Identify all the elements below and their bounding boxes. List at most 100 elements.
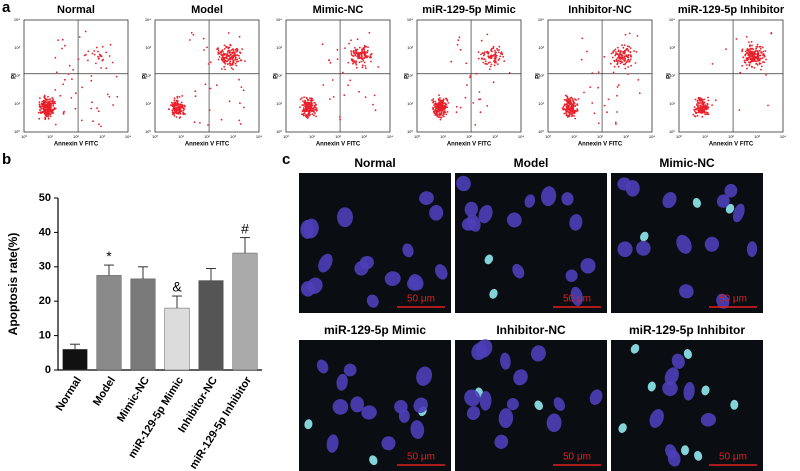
event-dot: [312, 108, 315, 110]
y-tick-label: 10⁰: [538, 129, 544, 134]
event-dot: [329, 62, 332, 64]
event-dot: [562, 106, 565, 108]
micrograph: [455, 340, 607, 471]
event-dot: [630, 64, 632, 67]
event-dot: [701, 101, 704, 104]
event-dot: [38, 103, 41, 106]
event-dot: [238, 57, 241, 60]
event-dot: [360, 56, 362, 59]
event-dot: [625, 61, 628, 64]
event-dot: [442, 100, 445, 103]
plot-title: Inhibitor-NC: [568, 4, 632, 16]
event-dot: [230, 49, 233, 51]
event-dot: [432, 100, 435, 103]
event-dot: [361, 64, 364, 67]
event-dot: [176, 101, 179, 104]
event-dot: [485, 51, 488, 53]
event-dot: [568, 102, 570, 104]
nucleus: [589, 389, 603, 406]
event-dot: [230, 63, 233, 66]
event-dot: [115, 75, 118, 78]
y-tick-label: 30: [39, 261, 51, 273]
event-dot: [441, 110, 444, 112]
event-dot: [577, 98, 580, 100]
event-dot: [466, 84, 468, 86]
event-dot: [307, 99, 310, 101]
event-dot: [569, 107, 572, 109]
event-dot: [52, 104, 55, 107]
event-dot: [235, 60, 238, 63]
event-dot: [170, 101, 173, 104]
event-dot: [746, 67, 748, 70]
event-dot: [366, 49, 369, 52]
event-dot: [619, 51, 622, 53]
event-dot: [695, 111, 698, 114]
event-dot: [62, 113, 65, 115]
event-dot: [301, 104, 304, 106]
y-tick-label: 10⁰: [145, 129, 151, 134]
event-dot: [179, 109, 181, 111]
event-dot: [49, 113, 52, 116]
event-dot: [178, 105, 181, 107]
event-dot: [361, 50, 364, 53]
event-dot: [480, 39, 483, 42]
event-dot: [365, 56, 368, 59]
event-dot: [614, 48, 617, 51]
x-tick-label: 10²: [466, 134, 472, 139]
event-dot: [700, 110, 703, 113]
event-dot: [238, 78, 240, 81]
event-dot: [226, 60, 228, 63]
nucleus: [693, 450, 703, 461]
event-dot: [238, 119, 241, 122]
y-tick-label: 20: [39, 295, 51, 307]
event-dot: [74, 107, 77, 110]
nucleus: [546, 413, 562, 433]
event-dot: [760, 68, 762, 71]
event-dot: [469, 74, 472, 77]
event-dot: [739, 71, 742, 74]
event-dot: [607, 98, 610, 101]
event-dot: [365, 55, 368, 57]
event-dot: [44, 97, 46, 99]
event-dot: [239, 123, 242, 125]
event-dot: [342, 71, 344, 74]
y-tick-label: 10¹: [669, 101, 675, 106]
event-dot: [237, 60, 240, 63]
x-tick-label: Mimic-NC: [115, 375, 152, 424]
event-dot: [496, 47, 498, 50]
event-dot: [87, 50, 90, 53]
event-dot: [583, 91, 585, 94]
event-dot: [701, 99, 704, 102]
event-dot: [336, 48, 339, 51]
event-dot: [495, 51, 497, 54]
event-dot: [622, 51, 624, 53]
event-dot: [498, 45, 501, 48]
event-dot: [202, 37, 205, 40]
event-dot: [353, 51, 355, 54]
event-dot: [90, 75, 93, 77]
event-dot: [439, 118, 442, 121]
event-dot: [240, 59, 243, 61]
event-dot: [179, 111, 181, 114]
y-tick-label: 10⁰: [407, 129, 413, 134]
event-dot: [70, 97, 73, 99]
event-dot: [217, 49, 220, 51]
event-dot: [314, 102, 316, 104]
event-dot: [49, 98, 51, 100]
event-dot: [432, 108, 435, 111]
event-dot: [750, 40, 753, 43]
event-dot: [98, 123, 100, 126]
event-dot: [244, 60, 246, 62]
event-dot: [711, 104, 713, 106]
event-dot: [77, 58, 80, 60]
event-dot: [572, 104, 574, 106]
event-dot: [43, 95, 46, 97]
event-dot: [234, 56, 237, 59]
event-dot: [304, 103, 307, 106]
event-dot: [206, 46, 209, 49]
event-dot: [482, 52, 485, 55]
event-dot: [445, 113, 448, 116]
nucleus: [701, 385, 710, 396]
event-dot: [497, 51, 500, 54]
event-dot: [628, 61, 630, 63]
